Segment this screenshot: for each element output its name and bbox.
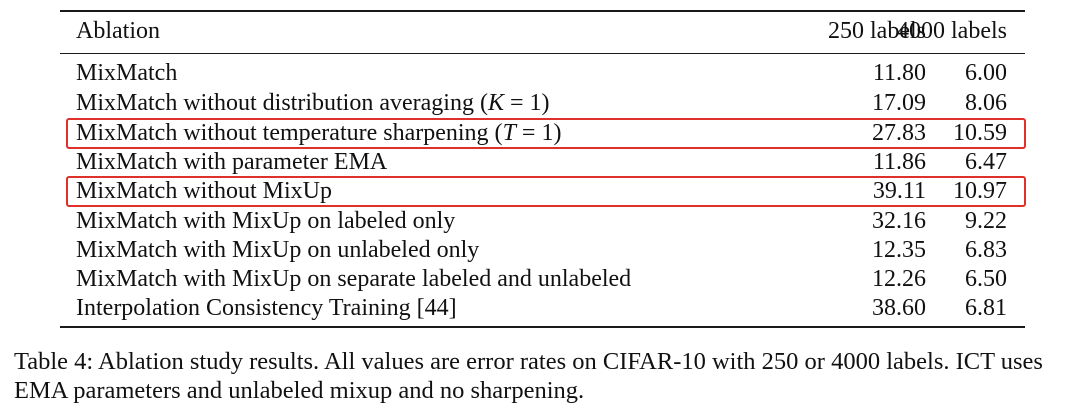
table-row: MixMatch with MixUp on labeled only 32.1… <box>76 206 1011 236</box>
row-value-4000: 9.22 <box>965 208 1007 234</box>
row-label: MixMatch without temperature sharpening … <box>76 120 562 146</box>
table-row: MixMatch without temperature sharpening … <box>76 118 1011 148</box>
table-row: MixMatch with MixUp on separate labeled … <box>76 264 1011 294</box>
row-value-4000: 10.97 <box>953 178 1007 204</box>
table-row: MixMatch without MixUp 39.11 10.97 <box>76 176 1011 206</box>
row-value-4000: 6.00 <box>965 60 1007 86</box>
row-value-250: 12.26 <box>872 266 926 292</box>
row-value-250: 39.11 <box>872 178 926 204</box>
header-ablation: Ablation <box>76 18 160 44</box>
row-value-250: 27.83 <box>872 120 926 146</box>
row-value-250: 32.16 <box>872 208 926 234</box>
row-label: MixMatch with parameter EMA <box>76 149 388 175</box>
header-4000-labels: 4000 labels <box>897 18 1007 44</box>
row-value-4000: 10.59 <box>953 120 1007 146</box>
table-row: Interpolation Consistency Training [44] … <box>76 293 1011 323</box>
row-value-250: 11.86 <box>872 149 926 175</box>
row-label: MixMatch with MixUp on separate labeled … <box>76 266 632 292</box>
table-row: MixMatch 11.80 6.00 <box>76 58 1011 88</box>
row-label: MixMatch <box>76 60 178 86</box>
row-label: MixMatch with MixUp on labeled only <box>76 208 456 234</box>
header-250-labels: 250 labels <box>828 18 926 44</box>
table-row: MixMatch with parameter EMA 11.86 6.47 <box>76 147 1011 177</box>
table-top-rule <box>60 10 1025 12</box>
table-row: MixMatch without distribution averaging … <box>76 88 1011 118</box>
highlight-box-without-mixup <box>66 176 1026 207</box>
row-label: MixMatch without distribution averaging … <box>76 90 550 116</box>
table-header-row: Ablation 250 labels 4000 labels <box>76 16 1011 46</box>
row-value-250: 11.80 <box>872 60 926 86</box>
row-value-4000: 6.50 <box>965 266 1007 292</box>
row-value-4000: 6.81 <box>965 295 1007 321</box>
row-value-4000: 6.47 <box>965 149 1007 175</box>
row-value-250: 12.35 <box>872 237 926 263</box>
row-value-250: 38.60 <box>872 295 926 321</box>
highlight-box-temperature-sharpening <box>66 118 1026 149</box>
table-bottom-rule <box>60 326 1025 328</box>
row-label: MixMatch without MixUp <box>76 178 332 204</box>
row-value-250: 17.09 <box>872 90 926 116</box>
row-value-4000: 6.83 <box>965 237 1007 263</box>
row-value-4000: 8.06 <box>965 90 1007 116</box>
table-row: MixMatch with MixUp on unlabeled only 12… <box>76 235 1011 265</box>
table-caption: Table 4: Ablation study results. All val… <box>14 348 1043 404</box>
row-label: MixMatch with MixUp on unlabeled only <box>76 237 480 263</box>
row-label: Interpolation Consistency Training [44] <box>76 295 457 321</box>
table-header-rule <box>60 53 1025 54</box>
